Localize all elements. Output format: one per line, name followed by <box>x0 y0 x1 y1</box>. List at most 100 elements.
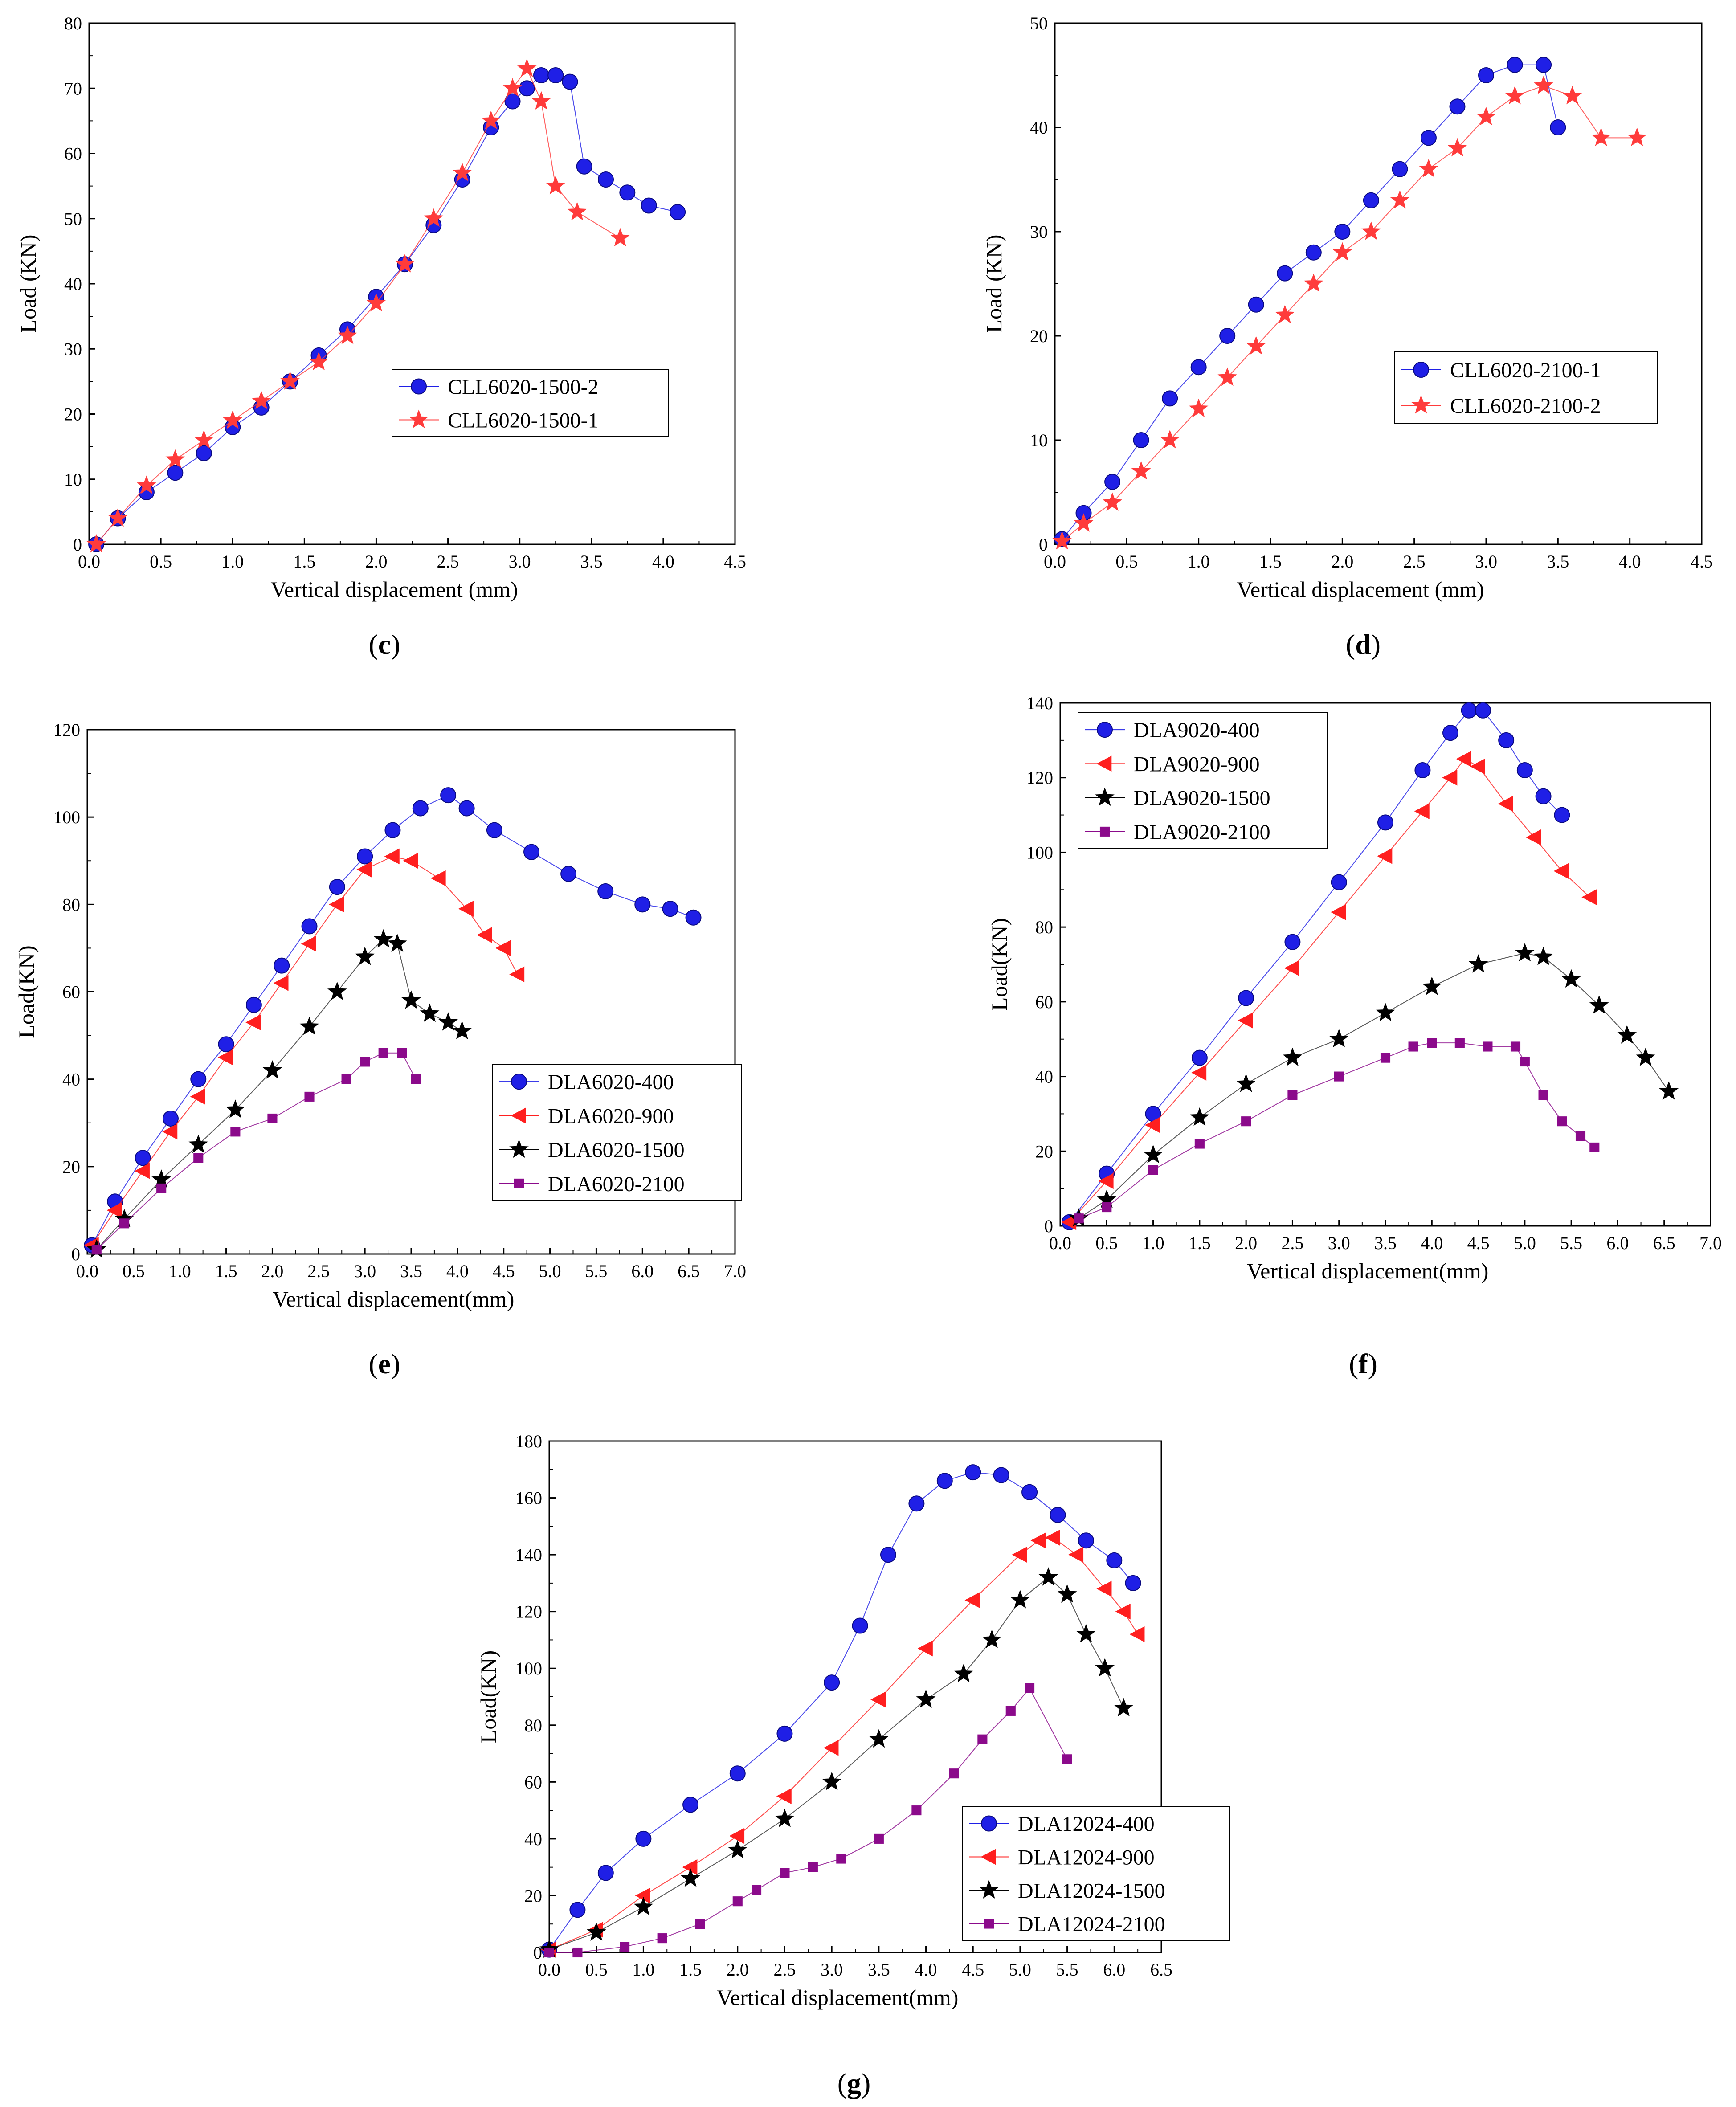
data-point <box>1449 98 1466 115</box>
data-point <box>1659 1081 1679 1100</box>
y-tick-label: 80 <box>64 13 82 33</box>
caption-letter: d <box>1355 629 1371 660</box>
data-point <box>1052 531 1072 550</box>
data-point <box>108 508 128 527</box>
data-point <box>1284 934 1301 950</box>
data-point <box>301 935 316 952</box>
x-tick-label: 1.5 <box>293 551 315 572</box>
data-point <box>576 158 592 175</box>
caption-letter: e <box>378 1348 391 1380</box>
y-tick-label: 0 <box>533 1943 542 1963</box>
data-point <box>965 1464 981 1481</box>
data-point <box>156 1183 167 1193</box>
data-point <box>823 1740 839 1756</box>
x-tick-label: 6.0 <box>1103 1960 1125 1980</box>
caption-close-paren: ) <box>391 629 400 660</box>
data-point <box>309 351 329 371</box>
data-point <box>225 1099 245 1118</box>
y-tick-label: 120 <box>1026 768 1053 788</box>
y-tick-label: 80 <box>1035 917 1053 937</box>
data-point <box>546 176 565 195</box>
x-tick-label: 2.5 <box>1281 1233 1303 1253</box>
y-tick-label: 50 <box>64 209 82 229</box>
legend-marker <box>514 1178 524 1188</box>
x-axis-title: Vertical displacement(mm) <box>273 1286 515 1311</box>
data-point <box>1589 995 1609 1014</box>
legend-marker <box>511 1074 527 1090</box>
data-point <box>695 1919 705 1929</box>
caption-letter: g <box>847 2067 861 2099</box>
panel-label-g: (g) <box>809 2067 899 2100</box>
data-point <box>190 1071 207 1087</box>
data-point <box>1246 336 1266 355</box>
legend-label: DLA9020-900 <box>1134 752 1260 776</box>
data-point <box>1057 1584 1077 1603</box>
x-axis-title: Vertical displacement(mm) <box>717 1985 959 2010</box>
data-point <box>1461 702 1477 719</box>
x-tick-label: 0.0 <box>76 1261 98 1281</box>
x-tick-label: 0.5 <box>1095 1233 1118 1253</box>
data-point <box>1589 1142 1600 1152</box>
data-point <box>119 1218 130 1229</box>
caption-close-paren: ) <box>861 2067 871 2099</box>
data-point <box>1076 1624 1096 1643</box>
data-point <box>1238 1012 1253 1029</box>
legend-marker <box>980 1849 996 1865</box>
data-point <box>870 1691 886 1708</box>
legend: DLA12024-400 DLA12024-900 DLA12024-1500 DLA… <box>962 1806 1230 1941</box>
data-point <box>1133 432 1149 448</box>
data-point <box>1498 796 1513 812</box>
data-point <box>477 927 492 943</box>
data-point <box>1021 1484 1038 1500</box>
data-point <box>911 1805 922 1816</box>
data-point <box>1442 725 1458 741</box>
y-tick-label: 80 <box>62 894 80 915</box>
x-tick-label: 0.0 <box>538 1960 560 1980</box>
legend-label: CLL6020-1500-1 <box>448 409 599 433</box>
x-tick-label: 4.5 <box>724 551 746 572</box>
plot-frame <box>1054 22 1703 545</box>
data-point <box>495 940 511 956</box>
data-point <box>1550 119 1566 135</box>
legend-label: DLA9020-1500 <box>1134 787 1270 810</box>
data-point <box>776 1788 792 1805</box>
legend-marker <box>979 1880 999 1899</box>
x-tick-label: 3.0 <box>354 1261 376 1281</box>
data-point <box>1520 1056 1530 1067</box>
data-point <box>544 1947 555 1958</box>
data-point <box>245 1014 261 1031</box>
series-CLL6020-2100-1 <box>1054 57 1566 547</box>
x-tick-label: 4.5 <box>493 1261 515 1281</box>
data-point <box>1331 874 1347 890</box>
x-tick-label: 4.5 <box>1691 551 1713 572</box>
data-point <box>1160 430 1180 449</box>
series-DLA6020-1500 <box>86 929 472 1258</box>
data-point <box>384 848 400 865</box>
legend-marker <box>411 378 427 395</box>
x-tick-label: 1.0 <box>221 551 244 572</box>
data-point <box>586 1922 606 1941</box>
x-tick-label: 1.5 <box>215 1261 237 1281</box>
data-point <box>1283 1047 1303 1066</box>
data-point <box>218 1036 234 1053</box>
data-point <box>1442 769 1458 786</box>
x-tick-label: 0.5 <box>1115 551 1138 572</box>
x-tick-label: 1.0 <box>1142 1233 1164 1253</box>
y-tick-label: 0 <box>1039 535 1048 555</box>
data-point <box>1304 274 1323 292</box>
series-DLA6020-2100 <box>91 1048 421 1255</box>
data-point <box>366 293 386 312</box>
legend-box <box>1394 351 1658 424</box>
data-point <box>373 929 393 948</box>
x-tick-label: 5.5 <box>585 1261 607 1281</box>
data-point <box>262 1060 282 1079</box>
data-point <box>1535 788 1552 804</box>
data-point <box>1248 296 1264 313</box>
series-line <box>1069 758 1590 1223</box>
caption-open-paren: ( <box>1345 629 1356 660</box>
x-tick-label: 6.5 <box>1653 1233 1675 1253</box>
data-point <box>360 1057 370 1067</box>
data-point <box>1106 1552 1123 1568</box>
data-point <box>1191 1049 1208 1066</box>
x-tick-label: 2.0 <box>365 551 387 572</box>
